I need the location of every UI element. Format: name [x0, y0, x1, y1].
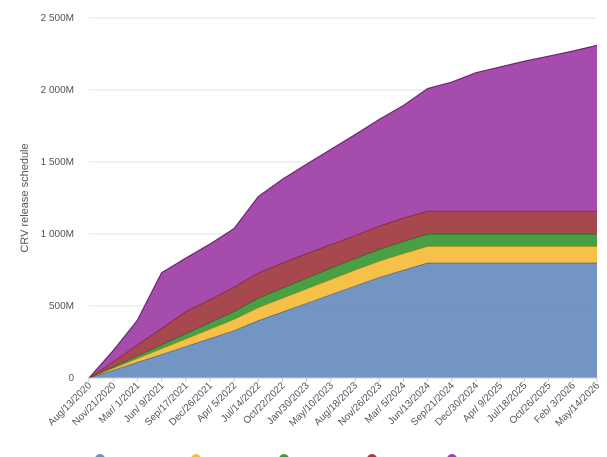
series-area-2[interactable]: [89, 246, 597, 378]
series-line-5: [88, 44, 598, 379]
legend-marker-4[interactable]: [367, 454, 377, 457]
legend-marker-5[interactable]: [447, 454, 457, 457]
legend[interactable]: [95, 454, 457, 457]
series-area-5[interactable]: [89, 45, 597, 379]
y-tick-label: 2 000M: [41, 85, 74, 96]
y-tick-label: 0: [68, 373, 74, 384]
series-area-4[interactable]: [89, 210, 597, 378]
legend-marker-2[interactable]: [191, 454, 201, 457]
y-tick-label: 2 500M: [41, 13, 74, 24]
y-tick-label: 1 500M: [41, 157, 74, 168]
legend-marker-1[interactable]: [95, 454, 105, 457]
y-axis-title: CRV release schedule: [19, 143, 31, 252]
y-tick-label: 500M: [49, 301, 74, 312]
series-area-1[interactable]: [89, 262, 597, 378]
legend-marker-3[interactable]: [279, 454, 289, 457]
y-tick-label: 1 000M: [41, 229, 74, 240]
series-areas: [88, 44, 598, 379]
